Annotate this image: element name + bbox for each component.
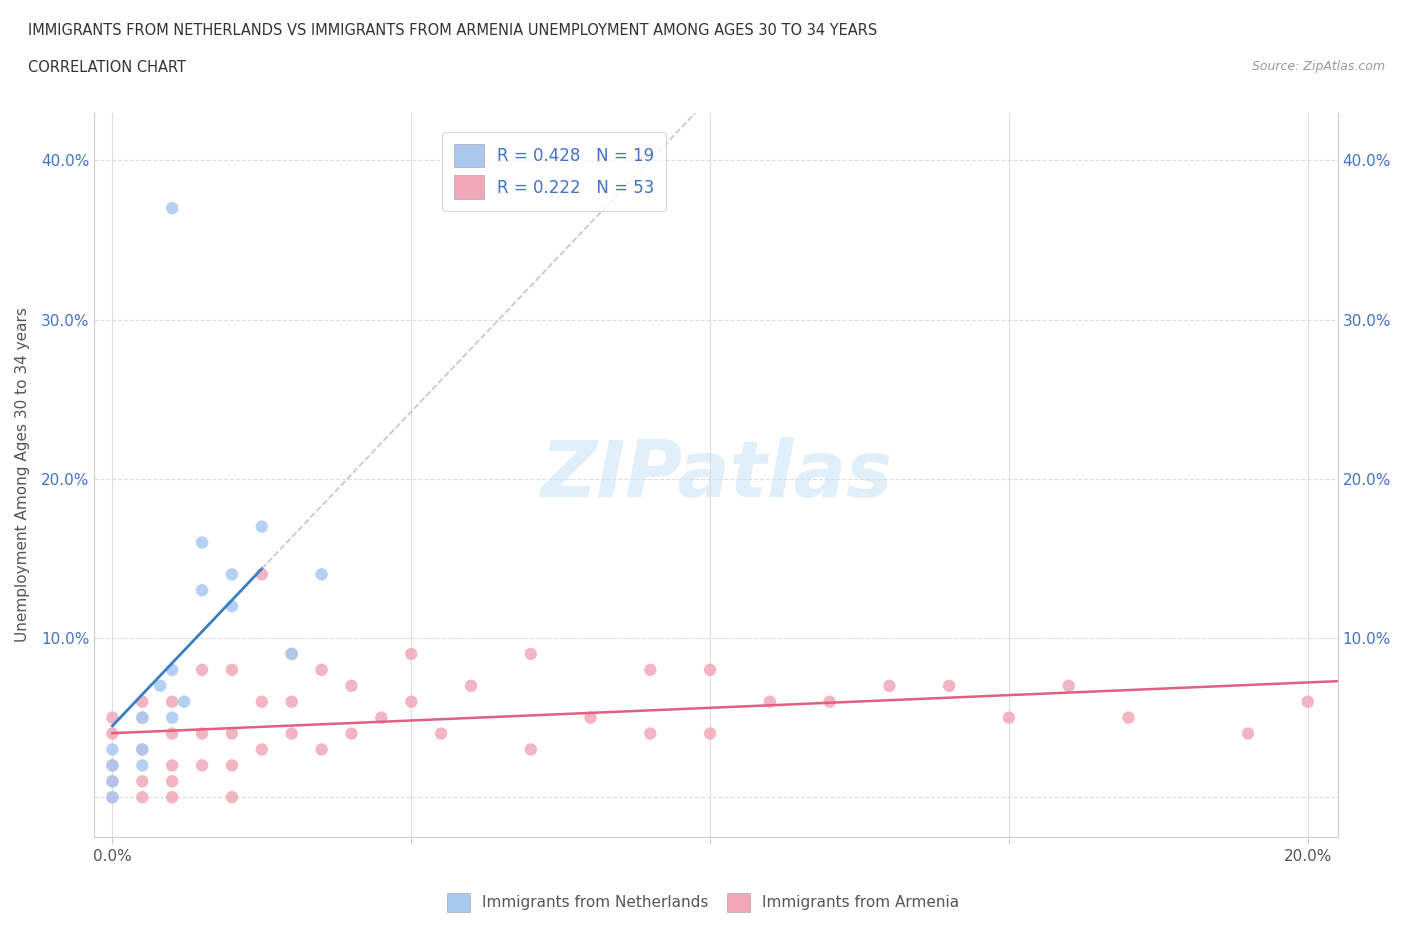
Point — [101, 742, 124, 757]
Text: CORRELATION CHART: CORRELATION CHART — [28, 60, 186, 75]
Point — [149, 678, 172, 693]
Text: ZIPatlas: ZIPatlas — [540, 437, 893, 512]
Point — [520, 742, 543, 757]
Point — [250, 742, 273, 757]
Point — [640, 662, 662, 677]
Point — [191, 726, 214, 741]
Point — [160, 711, 183, 725]
Point — [311, 567, 333, 582]
Point — [191, 535, 214, 550]
Point — [280, 695, 302, 710]
Point — [101, 790, 124, 804]
Point — [579, 711, 602, 725]
Point — [101, 726, 124, 741]
Point — [131, 774, 153, 789]
Point — [340, 726, 363, 741]
Point — [160, 726, 183, 741]
Point — [160, 758, 183, 773]
Point — [280, 646, 302, 661]
Point — [280, 726, 302, 741]
Point — [160, 201, 183, 216]
Point — [160, 695, 183, 710]
Point — [250, 567, 273, 582]
Point — [460, 678, 482, 693]
Point — [1296, 695, 1319, 710]
Point — [759, 695, 782, 710]
Point — [250, 519, 273, 534]
Point — [101, 790, 124, 804]
Point — [131, 790, 153, 804]
Point — [879, 678, 901, 693]
Point — [131, 695, 153, 710]
Point — [399, 646, 422, 661]
Point — [160, 662, 183, 677]
Legend: R = 0.428   N = 19, R = 0.222   N = 53: R = 0.428 N = 19, R = 0.222 N = 53 — [443, 132, 666, 211]
Point — [191, 662, 214, 677]
Point — [221, 599, 243, 614]
Point — [221, 758, 243, 773]
Point — [101, 774, 124, 789]
Point — [370, 711, 392, 725]
Point — [938, 678, 960, 693]
Point — [1118, 711, 1140, 725]
Point — [818, 695, 841, 710]
Point — [699, 726, 721, 741]
Point — [131, 711, 153, 725]
Point — [340, 678, 363, 693]
Point — [399, 695, 422, 710]
Point — [131, 758, 153, 773]
Point — [520, 646, 543, 661]
Point — [131, 742, 153, 757]
Point — [191, 758, 214, 773]
Point — [640, 726, 662, 741]
Point — [998, 711, 1021, 725]
Point — [1057, 678, 1080, 693]
Point — [160, 790, 183, 804]
Point — [173, 695, 195, 710]
Point — [250, 695, 273, 710]
Point — [311, 662, 333, 677]
Point — [221, 567, 243, 582]
Point — [311, 742, 333, 757]
Legend: Immigrants from Netherlands, Immigrants from Armenia: Immigrants from Netherlands, Immigrants … — [441, 887, 965, 918]
Point — [430, 726, 453, 741]
Text: Source: ZipAtlas.com: Source: ZipAtlas.com — [1251, 60, 1385, 73]
Point — [280, 646, 302, 661]
Point — [221, 662, 243, 677]
Point — [221, 726, 243, 741]
Point — [101, 774, 124, 789]
Point — [131, 742, 153, 757]
Y-axis label: Unemployment Among Ages 30 to 34 years: Unemployment Among Ages 30 to 34 years — [15, 308, 30, 643]
Point — [101, 711, 124, 725]
Point — [131, 711, 153, 725]
Point — [101, 758, 124, 773]
Point — [191, 583, 214, 598]
Point — [160, 774, 183, 789]
Point — [221, 790, 243, 804]
Point — [1237, 726, 1260, 741]
Text: IMMIGRANTS FROM NETHERLANDS VS IMMIGRANTS FROM ARMENIA UNEMPLOYMENT AMONG AGES 3: IMMIGRANTS FROM NETHERLANDS VS IMMIGRANT… — [28, 23, 877, 38]
Point — [699, 662, 721, 677]
Point — [101, 758, 124, 773]
